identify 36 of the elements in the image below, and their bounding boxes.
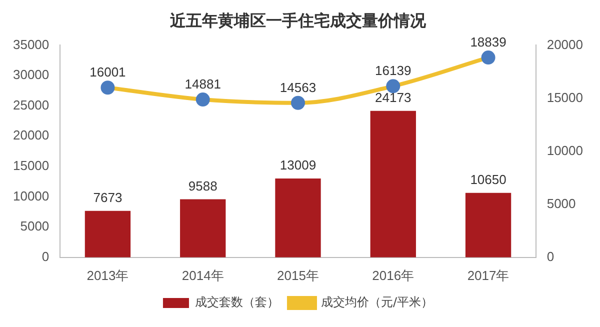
- y-tick-label: 30000: [12, 67, 50, 82]
- y2-tick-label: 20000: [546, 36, 584, 52]
- bar: [465, 192, 512, 258]
- y2-tick-label: 0: [546, 248, 554, 264]
- x-tick-label: 2014年: [182, 268, 224, 283]
- y-tick-label: 5000: [20, 218, 50, 234]
- data-label: 9588: [188, 178, 218, 194]
- x-tick-label: 2013年: [86, 268, 129, 283]
- y2-tick-label: 10000: [546, 142, 584, 158]
- y-tick-label: 0: [42, 248, 50, 264]
- chart-title: 近五年黄埔区一手住宅成交量价情况: [169, 10, 427, 30]
- bar: [180, 199, 226, 258]
- data-label: 24173: [375, 90, 412, 105]
- x-tick-label: 2015年: [277, 268, 319, 283]
- bar: [84, 210, 131, 258]
- data-label: 10650: [470, 172, 506, 187]
- y-tick-label: 15000: [12, 158, 50, 174]
- bar: [370, 110, 416, 258]
- y-tick-label: 35000: [12, 36, 50, 52]
- x-tick-label: 2017年: [467, 268, 510, 283]
- y2-tick-label: 5000: [546, 196, 576, 211]
- y-tick-label: 20000: [12, 128, 50, 143]
- data-label: 18839: [470, 34, 506, 50]
- y2-tick-label: 15000: [546, 90, 584, 105]
- y-tick-label: 25000: [12, 97, 50, 112]
- x-tick-label: 2016年: [372, 268, 414, 283]
- data-label: 16139: [375, 63, 412, 78]
- legend-label: 成交套数（套）: [194, 295, 279, 310]
- data-label: 16001: [90, 64, 126, 80]
- y-tick-label: 10000: [12, 188, 50, 204]
- data-label: 13009: [280, 158, 316, 173]
- legend-label: 成交均价（元/平米）: [320, 295, 434, 310]
- data-label: 14563: [280, 80, 316, 95]
- data-label: 7673: [93, 190, 122, 205]
- data-label: 14881: [184, 76, 221, 92]
- bar: [275, 178, 321, 258]
